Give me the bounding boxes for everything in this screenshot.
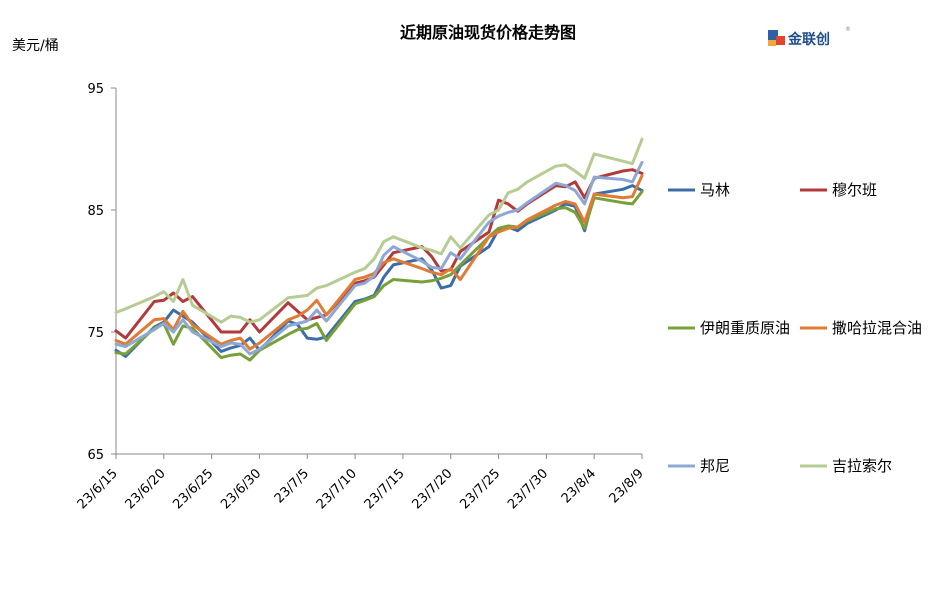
x-tick-label: 23/6/15 [75, 466, 121, 512]
series-line-2 [114, 168, 644, 340]
x-tick-label: 23/6/30 [218, 466, 264, 512]
x-tick-label: 23/8/9 [607, 466, 647, 506]
logo-block-red-icon [776, 36, 785, 45]
legend-label: 伊朗重质原油 [700, 319, 790, 337]
x-tick-label: 23/7/10 [314, 466, 360, 512]
series-line-6 [114, 137, 644, 324]
series-line-5 [114, 160, 644, 356]
x-tick-label: 23/8/4 [559, 466, 599, 506]
logo-text: 金联创 [787, 31, 830, 48]
x-tick-label: 23/6/20 [123, 466, 169, 512]
logo-block-blue-icon [768, 30, 778, 40]
x-tick-label: 23/7/25 [457, 466, 503, 512]
legend-label: 撒哈拉混合油 [832, 319, 922, 337]
y-tick-label: 75 [87, 326, 104, 341]
legend-label: 邦尼 [700, 457, 730, 475]
x-tick-label: 23/7/30 [505, 466, 551, 512]
legend-label: 穆尔班 [832, 181, 877, 199]
y-tick-label: 65 [87, 448, 104, 463]
logo: 金联创 ® [768, 26, 851, 48]
x-tick-label: 23/7/5 [272, 466, 312, 506]
y-axis-unit-label: 美元/桶 [12, 38, 59, 54]
x-tick-label: 23/7/20 [410, 466, 456, 512]
y-tick-label: 95 [87, 82, 104, 97]
logo-block-yellow-icon [768, 40, 776, 46]
y-tick-label: 85 [87, 204, 104, 219]
legend-label: 马林 [700, 181, 730, 199]
series-line-3 [114, 190, 644, 362]
x-tick-label: 23/6/25 [170, 466, 216, 512]
x-tick-label: 23/7/15 [362, 466, 408, 512]
legend-label: 吉拉索尔 [832, 457, 892, 475]
series-layer [114, 137, 644, 362]
chart-title: 近期原油现货价格走势图 [400, 23, 576, 42]
logo-registered-mark: ® [845, 26, 851, 33]
